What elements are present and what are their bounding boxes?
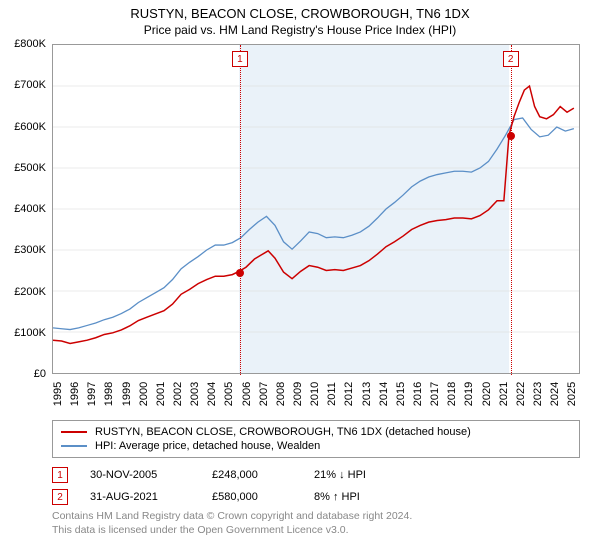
x-tick-label: 2014 <box>378 368 390 392</box>
x-tick-label: 2006 <box>241 368 253 392</box>
x-tick-label: 2005 <box>223 368 235 392</box>
event-pct: 21% ↓ HPI <box>314 469 394 481</box>
x-tick-label: 2023 <box>532 368 544 392</box>
x-tick-label: 2017 <box>429 368 441 392</box>
y-tick-label: £0 <box>34 368 46 380</box>
x-tick-label: 2009 <box>292 368 304 392</box>
legend-label: RUSTYN, BEACON CLOSE, CROWBOROUGH, TN6 1… <box>95 426 471 438</box>
x-tick-label: 2012 <box>343 368 355 392</box>
event-marker-icon: 2 <box>52 489 68 505</box>
event-dot-icon <box>236 269 244 277</box>
chart-title: RUSTYN, BEACON CLOSE, CROWBOROUGH, TN6 1… <box>0 0 600 21</box>
event-price: £580,000 <box>212 491 292 503</box>
x-tick-label: 2022 <box>515 368 527 392</box>
x-tick-label: 2018 <box>446 368 458 392</box>
footnote-line: This data is licensed under the Open Gov… <box>52 524 580 538</box>
x-tick-label: 2008 <box>275 368 287 392</box>
x-tick-label: 1999 <box>121 368 133 392</box>
event-vline <box>240 45 241 375</box>
y-tick-label: £600K <box>14 121 46 133</box>
x-tick-label: 2019 <box>463 368 475 392</box>
x-tick-label: 2015 <box>395 368 407 392</box>
y-tick-label: £700K <box>14 79 46 91</box>
x-tick-label: 2020 <box>481 368 493 392</box>
x-tick-label: 1997 <box>86 368 98 392</box>
legend-swatch-property <box>61 431 87 433</box>
event-vline <box>511 45 512 375</box>
x-tick-label: 2004 <box>206 368 218 392</box>
y-tick-label: £300K <box>14 244 46 256</box>
x-tick-label: 2003 <box>189 368 201 392</box>
x-tick-label: 2010 <box>309 368 321 392</box>
event-marker-icon: 1 <box>52 467 68 483</box>
x-axis: 1995199619971998199920002001200220032004… <box>52 376 580 420</box>
x-tick-label: 2007 <box>258 368 270 392</box>
plot-area: 12 <box>52 44 580 374</box>
x-tick-label: 2002 <box>172 368 184 392</box>
legend-label: HPI: Average price, detached house, Weal… <box>95 440 320 452</box>
event-marker-box: 2 <box>503 51 519 67</box>
event-pct: 8% ↑ HPI <box>314 491 394 503</box>
event-price: £248,000 <box>212 469 292 481</box>
chart-svg <box>53 45 579 373</box>
legend-swatch-hpi <box>61 445 87 447</box>
legend: RUSTYN, BEACON CLOSE, CROWBOROUGH, TN6 1… <box>52 420 580 458</box>
x-tick-label: 1995 <box>52 368 64 392</box>
footnote-line: Contains HM Land Registry data © Crown c… <box>52 510 580 524</box>
legend-item: RUSTYN, BEACON CLOSE, CROWBOROUGH, TN6 1… <box>61 425 571 439</box>
event-date: 31-AUG-2021 <box>90 491 190 503</box>
x-tick-label: 2013 <box>361 368 373 392</box>
x-tick-label: 2001 <box>155 368 167 392</box>
legend-item: HPI: Average price, detached house, Weal… <box>61 439 571 453</box>
footnote: Contains HM Land Registry data © Crown c… <box>52 510 580 537</box>
y-tick-label: £200K <box>14 286 46 298</box>
chart-subtitle: Price paid vs. HM Land Registry's House … <box>0 21 600 41</box>
x-tick-label: 1998 <box>103 368 115 392</box>
y-tick-label: £400K <box>14 203 46 215</box>
x-tick-label: 2024 <box>549 368 561 392</box>
event-date: 30-NOV-2005 <box>90 469 190 481</box>
x-tick-label: 2021 <box>498 368 510 392</box>
y-tick-label: £800K <box>14 38 46 50</box>
x-tick-label: 2025 <box>566 368 578 392</box>
event-marker-box: 1 <box>232 51 248 67</box>
chart-container: RUSTYN, BEACON CLOSE, CROWBOROUGH, TN6 1… <box>0 0 600 560</box>
y-tick-label: £100K <box>14 327 46 339</box>
y-tick-label: £500K <box>14 162 46 174</box>
event-row: 1 30-NOV-2005 £248,000 21% ↓ HPI <box>52 464 580 486</box>
y-axis: £0£100K£200K£300K£400K£500K£600K£700K£80… <box>0 44 50 374</box>
x-tick-label: 2011 <box>326 368 338 392</box>
event-dot-icon <box>507 132 515 140</box>
x-tick-label: 2000 <box>138 368 150 392</box>
x-tick-label: 1996 <box>69 368 81 392</box>
event-table: 1 30-NOV-2005 £248,000 21% ↓ HPI 2 31-AU… <box>52 464 580 508</box>
event-row: 2 31-AUG-2021 £580,000 8% ↑ HPI <box>52 486 580 508</box>
x-tick-label: 2016 <box>412 368 424 392</box>
